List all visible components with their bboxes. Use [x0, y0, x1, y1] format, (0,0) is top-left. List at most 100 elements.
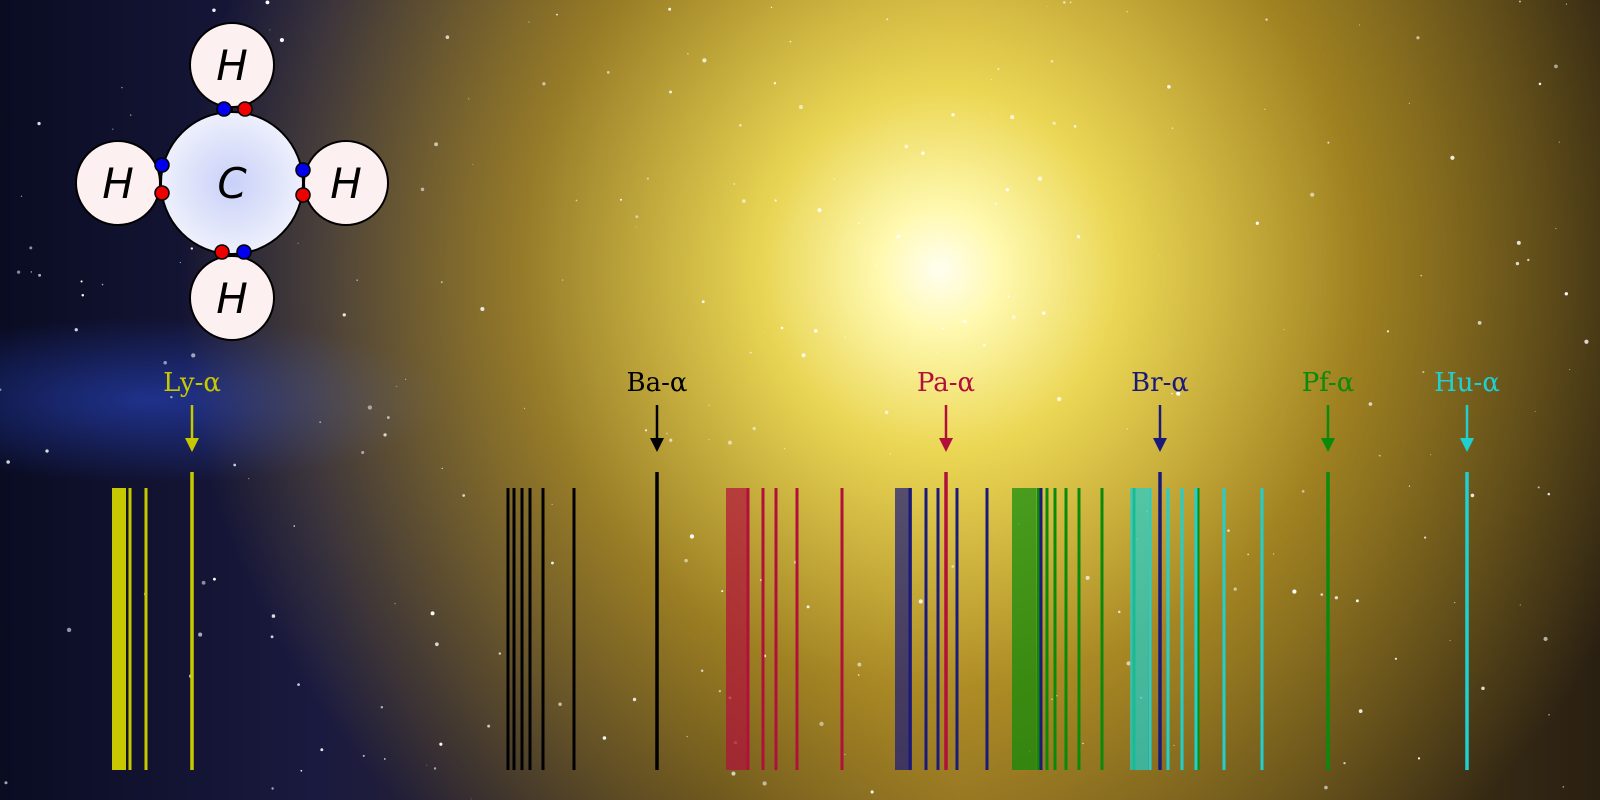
star	[556, 13, 558, 16]
star	[844, 753, 846, 756]
star	[1477, 320, 1482, 325]
star	[1417, 757, 1421, 760]
star	[689, 534, 695, 539]
star	[727, 440, 732, 445]
star	[635, 215, 639, 219]
star	[1519, 604, 1521, 606]
star	[1265, 18, 1268, 21]
star	[472, 163, 474, 165]
star	[1359, 24, 1360, 26]
star	[1310, 192, 1315, 197]
star	[1537, 486, 1540, 489]
star	[774, 199, 777, 202]
star	[1584, 339, 1589, 344]
star	[936, 352, 938, 354]
star	[1171, 392, 1173, 395]
star	[16, 270, 21, 274]
star	[101, 283, 104, 286]
star	[1408, 485, 1411, 487]
star	[271, 787, 274, 790]
star	[646, 177, 649, 180]
star	[270, 635, 274, 639]
series-label: Br-α	[1131, 368, 1189, 398]
star	[1167, 85, 1171, 89]
arrow-head-icon	[1460, 438, 1474, 452]
star	[886, 18, 889, 21]
star	[1564, 292, 1569, 296]
star	[666, 432, 668, 435]
star	[551, 503, 553, 505]
star	[1051, 698, 1053, 700]
star	[1334, 596, 1339, 600]
star	[462, 494, 466, 497]
star	[1327, 141, 1330, 144]
star	[857, 222, 860, 225]
star	[1264, 108, 1266, 111]
star	[20, 195, 23, 197]
star	[857, 662, 862, 667]
star	[80, 280, 83, 283]
star	[1481, 686, 1485, 691]
star	[233, 463, 237, 467]
star	[644, 429, 648, 432]
star	[1527, 258, 1530, 262]
svg-text:H: H	[102, 159, 134, 208]
star	[1422, 371, 1425, 374]
arrow-head-icon	[650, 438, 664, 452]
star	[784, 448, 786, 450]
star	[201, 580, 206, 585]
star	[1554, 64, 1558, 69]
star	[1538, 82, 1542, 86]
star	[1394, 657, 1398, 660]
star	[708, 404, 710, 406]
star	[562, 279, 564, 281]
star	[1386, 330, 1390, 333]
star	[170, 395, 173, 399]
star	[1420, 274, 1423, 277]
star	[904, 144, 909, 149]
star	[739, 123, 742, 127]
star	[1073, 124, 1077, 128]
star	[440, 281, 443, 284]
star	[1007, 295, 1010, 298]
star	[1368, 402, 1373, 406]
star	[430, 611, 435, 616]
star	[870, 790, 874, 794]
star	[1082, 742, 1084, 745]
star	[361, 450, 365, 454]
star	[874, 263, 876, 265]
star	[990, 78, 992, 81]
star	[1515, 261, 1520, 266]
star	[1173, 744, 1175, 746]
star	[1076, 234, 1081, 239]
star	[45, 449, 49, 453]
star	[1255, 221, 1259, 225]
hydrogen-atom-bottom: H	[189, 255, 275, 341]
star	[1171, 127, 1174, 129]
star	[718, 689, 722, 693]
star	[951, 564, 955, 568]
star	[752, 426, 756, 431]
star	[386, 416, 390, 419]
star	[975, 306, 977, 308]
star	[806, 605, 810, 609]
star	[997, 67, 1000, 71]
star	[198, 632, 203, 637]
arrow-head-icon	[185, 438, 199, 452]
star	[983, 343, 986, 347]
star	[1355, 599, 1359, 603]
star	[297, 242, 299, 244]
star	[1548, 713, 1550, 716]
star	[191, 353, 196, 358]
star	[130, 114, 132, 116]
star	[212, 8, 216, 12]
star	[112, 128, 114, 130]
star	[37, 121, 41, 126]
star	[1343, 761, 1346, 765]
star	[6, 460, 10, 464]
star	[1283, 329, 1285, 331]
star	[721, 590, 724, 593]
star	[1562, 786, 1565, 788]
star	[575, 199, 578, 202]
star	[801, 353, 806, 358]
